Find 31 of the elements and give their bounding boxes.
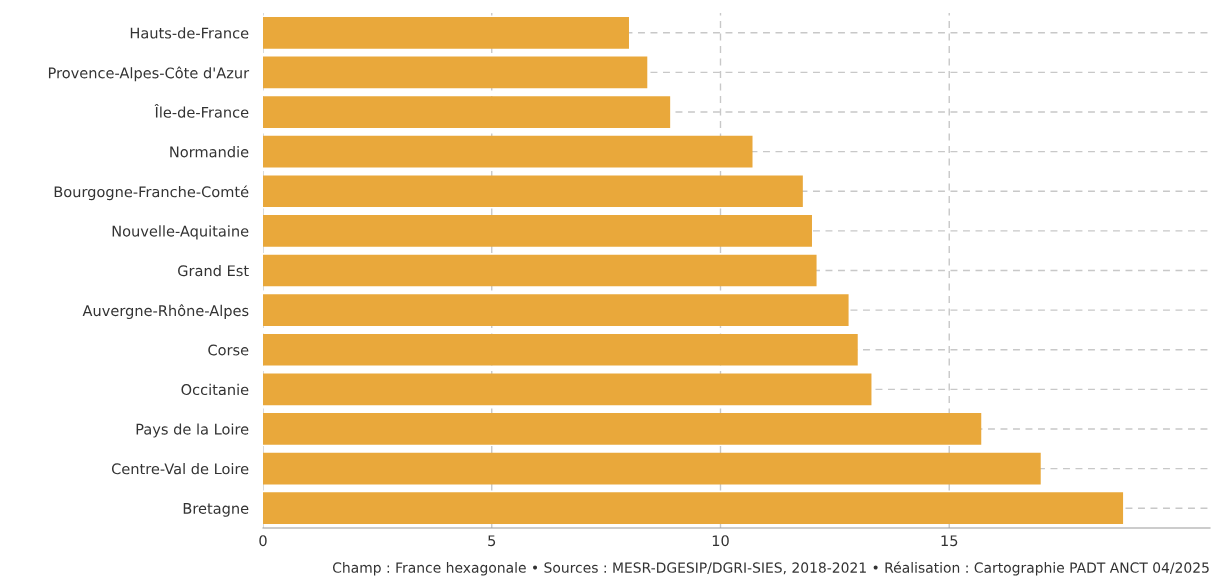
bar [263,373,872,406]
y-tick-label: Occitanie [181,383,249,396]
y-tick-label: Provence-Alpes-Côte d'Azur [48,66,250,82]
y-tick-label: Corse [208,344,249,356]
x-tick-label: 0 [259,535,267,547]
bar [263,413,982,445]
bar [263,56,648,89]
y-tick-label: Pays de la Loire [136,423,249,438]
bar [263,492,1124,525]
y-tick-label: Grand Est [178,264,249,277]
bar [263,96,671,128]
bar [263,294,849,326]
y-tick-label: Auvergne-Rhône-Alpes [82,304,249,319]
y-tick-label: Normandie [170,146,249,158]
y-tick-label: Hauts-de-France [130,27,249,39]
y-tick-label: Nouvelle-Aquitaine [112,225,249,240]
bar [263,333,858,366]
bar [263,175,803,208]
x-tick-label: 5 [488,535,496,547]
text: Champ : France hexagonale • Sources : MESR-DGESIP/DGRI-SIES, 2018-2021 • Réalisation : Cartographie PADT ANCT 04/2025 [332,561,1209,576]
y-tick-label: Bourgogne-Franche-Comté [54,185,249,201]
bar [263,135,753,168]
x-tick-label: 15 [941,535,958,547]
bar [263,452,1041,485]
y-tick-label: Centre-Val de Loire [111,463,249,475]
bar [263,215,812,247]
bar [263,254,817,287]
bar [263,16,629,49]
y-tick-label: Île-de-France [154,104,249,118]
x-tick-label: 10 [712,535,729,547]
y-tick-label: Bretagne [183,503,249,517]
